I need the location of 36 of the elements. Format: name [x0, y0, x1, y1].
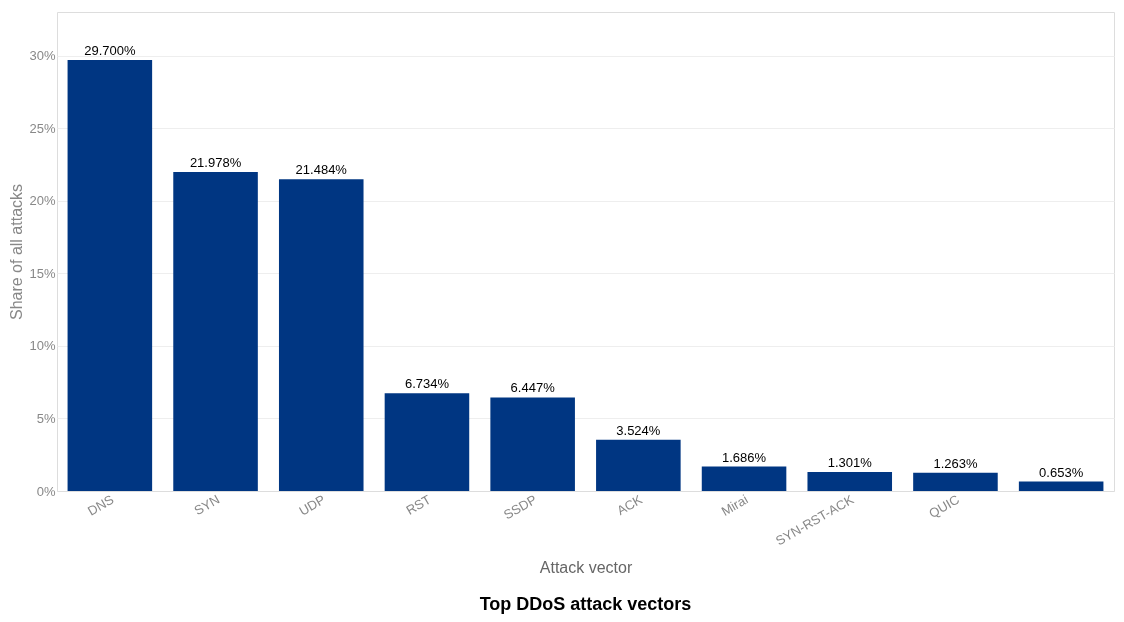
data-label: 1.263%	[933, 455, 978, 471]
bar	[913, 472, 998, 491]
y-tick-label: 15%	[29, 265, 56, 281]
y-tick-label: 10%	[29, 338, 56, 354]
x-tick-label: ACK	[614, 491, 646, 519]
data-label: 29.700%	[84, 42, 136, 58]
data-label: 0.653%	[1039, 464, 1084, 480]
y-tick-label: 5%	[36, 410, 56, 426]
bar	[596, 439, 681, 491]
y-tick-label: 30%	[29, 48, 56, 64]
x-tick-label: UDP	[296, 491, 328, 519]
data-label: 21.484%	[295, 162, 348, 178]
y-tick-label: 20%	[29, 193, 56, 209]
x-axis-title: Attack vector	[539, 559, 633, 577]
y-tick-label: 0%	[36, 483, 56, 499]
bar	[384, 393, 470, 491]
bar	[278, 179, 364, 491]
bar	[67, 59, 153, 491]
bar	[490, 397, 575, 491]
bar	[1018, 481, 1104, 491]
x-tick-label: RST	[403, 491, 434, 518]
data-label: 6.734%	[404, 376, 450, 392]
x-tick-label: DNS	[85, 491, 117, 519]
data-label: 21.978%	[189, 154, 242, 170]
bar	[807, 472, 893, 491]
bar	[701, 466, 787, 491]
x-tick-label: Mirai	[718, 491, 751, 519]
data-label: 3.524%	[616, 422, 661, 438]
data-label: 1.686%	[722, 449, 767, 465]
y-tick-label: 25%	[29, 120, 56, 136]
x-tick-label: SYN	[191, 491, 223, 519]
data-label: 1.301%	[827, 455, 873, 471]
text: Top DDoS attack vectors	[479, 593, 692, 614]
bar	[173, 171, 258, 491]
y-axis-title: Share of all attacks	[8, 183, 26, 321]
data-label: 6.447%	[510, 380, 556, 396]
